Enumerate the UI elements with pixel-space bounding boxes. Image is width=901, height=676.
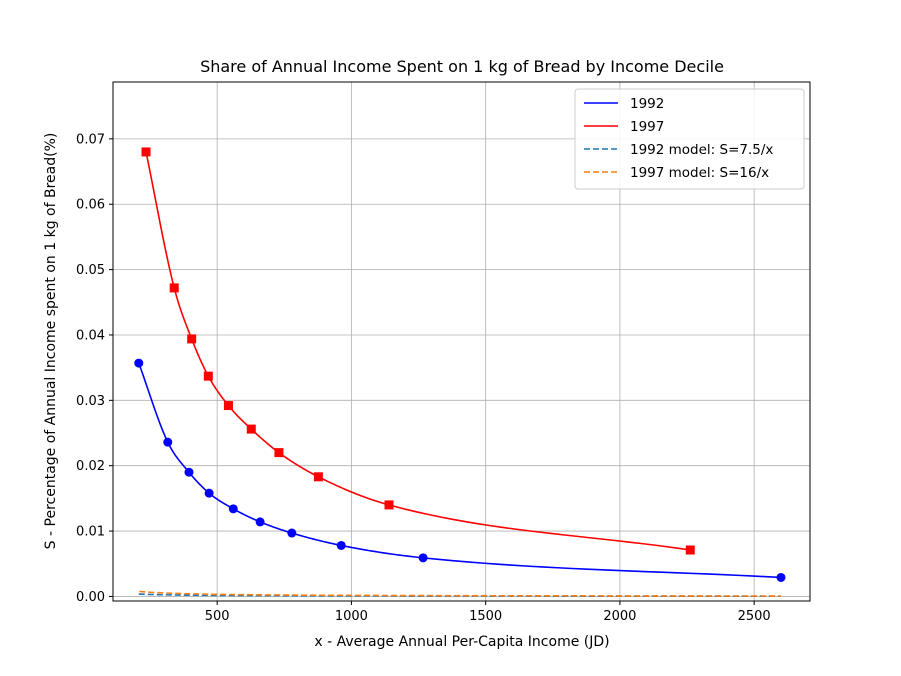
data-point-1992: [228, 504, 238, 514]
data-point-1992: [184, 467, 194, 477]
x-axis-label: x - Average Annual Per-Capita Income (JD…: [314, 634, 609, 650]
y-tick-label: 0.01: [76, 525, 105, 540]
plot-area: [134, 147, 786, 598]
x-tick-label: 500: [205, 609, 230, 624]
x-tick-label: 2000: [603, 609, 636, 624]
data-point-1992: [204, 488, 214, 498]
y-tick-label: 0.04: [76, 328, 105, 343]
data-point-1997: [384, 500, 394, 510]
data-point-1997: [313, 472, 323, 482]
y-axis-label: S - Percentage of Annual Income spent on…: [43, 133, 59, 550]
x-tick-label: 2500: [738, 609, 771, 624]
series-line-1997-model-s-16-x: [139, 590, 781, 597]
series-line-1997: [145, 151, 691, 551]
plot-frame: [112, 81, 811, 602]
data-point-1997: [274, 448, 284, 458]
legend-box: [574, 88, 805, 190]
chart-title: Share of Annual Income Spent on 1 kg of …: [200, 57, 724, 76]
data-point-1997: [203, 371, 213, 381]
y-tick-label: 0.02: [76, 459, 105, 474]
data-point-1997: [685, 545, 695, 555]
y-tick-label: 0.00: [76, 590, 105, 605]
data-point-1992: [418, 553, 428, 563]
y-tick-label: 0.07: [76, 132, 105, 147]
data-point-1992: [776, 572, 786, 582]
legend-label-1992-model-s-7-5-x: 1992 model: S=7.5/x: [630, 142, 773, 158]
data-point-1992: [287, 528, 297, 538]
data-point-1992: [163, 437, 173, 447]
y-tick-label: 0.06: [76, 198, 105, 213]
y-tick-label: 0.03: [76, 394, 105, 409]
data-point-1997: [169, 283, 179, 293]
data-point-1992: [134, 358, 144, 368]
grid: [113, 82, 810, 601]
legend-label-1997: 1997: [630, 119, 664, 135]
axis-ticks: 500 1000 1500 2000 2500 0.00 0.01 0.02 0.03 0.04 0…: [76, 132, 771, 624]
data-point-1997: [246, 424, 256, 434]
data-point-1992: [255, 517, 265, 527]
series-line-1992: [138, 362, 782, 579]
data-point-1997: [141, 147, 151, 157]
data-point-1997: [187, 334, 197, 344]
y-tick-label: 0.05: [76, 263, 105, 278]
data-point-1992: [336, 540, 346, 550]
legend-label-1992: 1992: [630, 96, 664, 112]
x-tick-label: 1000: [335, 609, 368, 624]
legend-label-1997-model-s-16-x: 1997 model: S=16/x: [630, 165, 769, 181]
data-point-1997: [223, 401, 233, 411]
x-tick-label: 1500: [469, 609, 502, 624]
legend: 1992 1997 1992 model: S=7.5/x 1997 model: S…: [574, 88, 805, 190]
